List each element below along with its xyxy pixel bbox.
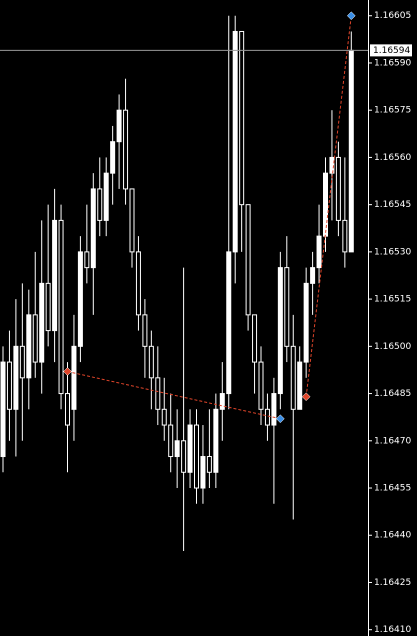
y-tick-label: 1.16605 bbox=[374, 11, 411, 21]
candle-body bbox=[84, 251, 90, 269]
candle-body bbox=[297, 361, 303, 410]
current-price-box bbox=[370, 44, 412, 57]
y-tick-label: 1.16485 bbox=[374, 389, 411, 399]
candle-body bbox=[116, 109, 122, 143]
candle-body bbox=[232, 30, 238, 253]
candle-body bbox=[6, 361, 12, 410]
candle-body bbox=[110, 141, 116, 174]
candle-body bbox=[277, 267, 283, 395]
candle-body bbox=[174, 440, 180, 458]
candle-body bbox=[303, 282, 309, 363]
candle-body bbox=[142, 314, 148, 347]
candle-body bbox=[65, 393, 70, 426]
candle-body bbox=[181, 440, 187, 473]
trade-line bbox=[67, 371, 281, 420]
candle-body bbox=[58, 219, 64, 395]
candle-body bbox=[26, 314, 32, 379]
candle-body bbox=[206, 456, 212, 473]
candle-body bbox=[0, 361, 6, 458]
candle-body bbox=[19, 345, 25, 379]
candle-body bbox=[310, 267, 316, 284]
candle-body bbox=[39, 282, 45, 363]
y-tick-label: 1.16500 bbox=[374, 342, 411, 352]
candle-body bbox=[342, 219, 348, 253]
trade-marker bbox=[301, 392, 311, 402]
trade-line bbox=[305, 15, 352, 397]
candle-body bbox=[252, 314, 258, 363]
y-tick-label: 1.16575 bbox=[374, 106, 411, 116]
candle-body bbox=[316, 235, 322, 269]
candle-body bbox=[284, 267, 290, 347]
candle-body bbox=[245, 204, 251, 316]
trade-marker bbox=[346, 11, 356, 21]
candle-body bbox=[32, 314, 38, 363]
y-tick-label: 1.16590 bbox=[374, 58, 411, 68]
candle-body bbox=[135, 251, 141, 316]
candle-body bbox=[258, 361, 264, 410]
candle-body bbox=[161, 408, 167, 426]
candle-body bbox=[264, 408, 270, 426]
trade-marker bbox=[63, 367, 72, 376]
trade-marker bbox=[275, 414, 285, 424]
y-tick-label: 1.16440 bbox=[374, 531, 411, 541]
candle-body bbox=[194, 424, 199, 489]
candle-body bbox=[45, 282, 51, 332]
y-tick-label: 1.16470 bbox=[374, 436, 411, 446]
current-price-label: 1.16594 bbox=[373, 46, 410, 56]
candle-body bbox=[323, 172, 328, 237]
y-tick-label: 1.16410 bbox=[374, 625, 411, 635]
candle-body bbox=[213, 408, 219, 473]
y-tick-label: 1.16425 bbox=[374, 578, 411, 588]
candle-body bbox=[329, 156, 335, 174]
candle-body bbox=[77, 251, 83, 347]
candle-body bbox=[226, 251, 232, 395]
candle-body bbox=[90, 188, 96, 269]
candle-body bbox=[13, 345, 19, 410]
candle-body bbox=[103, 172, 109, 221]
candle-body bbox=[271, 393, 277, 426]
candle-body bbox=[219, 393, 225, 410]
y-tick-label: 1.16530 bbox=[374, 247, 411, 257]
candle-body bbox=[187, 424, 193, 473]
candle-body bbox=[239, 30, 245, 206]
y-tick-label: 1.16560 bbox=[374, 153, 411, 163]
candle-body bbox=[155, 377, 161, 410]
candle-body bbox=[123, 109, 129, 190]
candle-body bbox=[348, 49, 354, 253]
candle-body bbox=[168, 424, 174, 458]
candle-body bbox=[290, 345, 296, 410]
candle-body bbox=[97, 188, 103, 221]
candle-body bbox=[71, 345, 77, 410]
y-tick-label: 1.16455 bbox=[374, 484, 411, 494]
y-tick-label: 1.16515 bbox=[374, 295, 411, 305]
candle-body bbox=[200, 456, 206, 489]
candle-body bbox=[148, 345, 154, 379]
y-tick-label: 1.16545 bbox=[374, 200, 411, 210]
candle-body bbox=[335, 156, 341, 221]
candle-body bbox=[129, 188, 135, 253]
candle-body bbox=[52, 219, 58, 332]
